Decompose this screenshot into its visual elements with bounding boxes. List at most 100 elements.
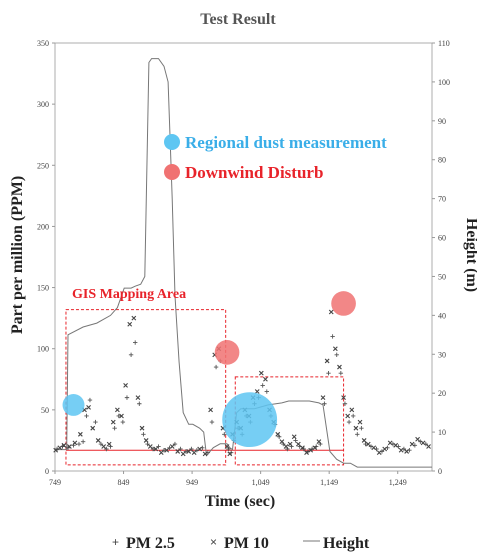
pm25-point <box>128 352 134 358</box>
pm25-point <box>346 419 352 425</box>
pm25-point <box>355 432 360 437</box>
pm10-point <box>254 389 260 394</box>
pm25-point <box>132 340 138 345</box>
y2-axis-title: Height (m) <box>463 218 477 292</box>
pm25-point <box>98 441 104 447</box>
pm25-point <box>150 446 156 452</box>
pm10-point <box>345 413 351 419</box>
y2-tick-label: 20 <box>438 389 446 398</box>
height-line-series <box>55 58 432 468</box>
pm10-point <box>158 450 164 456</box>
pm10-point <box>101 444 107 449</box>
pm25-point <box>124 395 130 400</box>
x-tick-label: 849 <box>118 478 130 487</box>
pm10-point <box>415 436 420 442</box>
x-tick-label: 1,049 <box>252 478 270 487</box>
y2-tick-label: 40 <box>438 311 446 320</box>
pm10-point <box>61 442 67 448</box>
pm10-point <box>153 446 159 452</box>
y2-tick-label: 60 <box>438 234 446 243</box>
legend-pm25-marker: + <box>112 535 119 549</box>
pm25-point <box>189 446 194 452</box>
pm10-point <box>202 451 208 457</box>
pm25-point <box>172 441 178 447</box>
pm25-point <box>264 389 270 394</box>
highlight-circles <box>62 291 356 448</box>
pm10-point <box>409 441 415 447</box>
y2-tick-label: 30 <box>438 350 446 359</box>
pm10-point <box>320 395 326 401</box>
pm25-point <box>104 446 109 452</box>
pm10-point <box>279 439 285 445</box>
y-tick-label: 100 <box>37 345 49 354</box>
y-tick-label: 200 <box>37 222 49 231</box>
legend-pm10-label: PM 10 <box>224 535 269 552</box>
pm25-point <box>116 413 121 419</box>
pm10-point <box>308 447 314 453</box>
blue-highlight-circle <box>222 392 278 448</box>
pm10-point <box>371 445 377 451</box>
y2-tick-label: 10 <box>438 428 446 437</box>
pm10-point <box>365 441 371 447</box>
x-tick-label: 949 <box>186 478 198 487</box>
x-tick-label: 1,149 <box>320 478 338 487</box>
pm25-point <box>342 401 348 406</box>
pm10-point <box>227 451 233 457</box>
pm10-point <box>208 407 213 413</box>
chart-title: Test Result <box>200 11 276 28</box>
pm10-point <box>95 438 101 443</box>
y2-tick-label: 90 <box>438 117 446 126</box>
pm25-point <box>209 419 215 425</box>
pm10-point <box>275 431 281 437</box>
pm10-point <box>287 441 293 447</box>
legend-red-label: Downwind Disturb <box>185 163 323 182</box>
pm25-point <box>93 419 98 425</box>
legend-blue-label: Regional dust measurement <box>185 133 387 152</box>
pm25-point <box>334 352 339 358</box>
plot-frame <box>54 42 433 472</box>
pm10-point <box>324 358 330 364</box>
pm25-point <box>359 426 364 431</box>
pm25-point <box>178 446 183 452</box>
y-tick-label: 350 <box>37 39 49 48</box>
pm10-point <box>312 445 318 451</box>
pm25-point <box>156 444 161 449</box>
pm25-point <box>363 441 368 447</box>
pm10-point <box>382 446 388 452</box>
pm25-point <box>120 419 126 425</box>
height-line <box>55 58 432 468</box>
legend-height-label: Height <box>323 535 370 552</box>
y2-tick-label: 100 <box>438 78 450 87</box>
pm25-point <box>87 397 93 403</box>
pm10-point <box>164 447 170 453</box>
x-tick-label: 1,249 <box>389 478 407 487</box>
y2-tick-label: 80 <box>438 156 446 165</box>
pm25-point <box>293 438 298 443</box>
pm10-point <box>387 440 393 446</box>
pm25-point <box>260 383 265 388</box>
pm10-point <box>304 450 309 456</box>
pm10-point <box>295 441 301 447</box>
y-tick-label: 300 <box>37 100 49 109</box>
pm25-point <box>183 449 189 454</box>
pm10-point <box>263 376 268 382</box>
x-tick-label: 749 <box>49 478 61 487</box>
y-tick-label: 0 <box>45 467 49 476</box>
pm10-point <box>67 444 72 449</box>
axes: 0 50 100 150 200 250 300 350 0 10 20 30 40 50 60 70 80 90… <box>37 39 450 487</box>
pm10-point <box>123 383 128 388</box>
pm10-point <box>258 370 264 376</box>
legend-blue-dot <box>164 134 180 150</box>
pm25-point <box>222 432 227 437</box>
legend-pm10-marker: × <box>210 535 217 549</box>
pm10-point <box>147 444 153 449</box>
pm25-point <box>322 401 327 406</box>
y2-tick-label: 50 <box>438 272 446 281</box>
red-highlight-circle <box>214 340 240 365</box>
gis-box <box>65 309 227 466</box>
pm25-point <box>330 334 335 339</box>
red-highlight-circle <box>331 291 356 316</box>
pm10-point <box>131 315 137 321</box>
pm10-point <box>53 447 59 453</box>
